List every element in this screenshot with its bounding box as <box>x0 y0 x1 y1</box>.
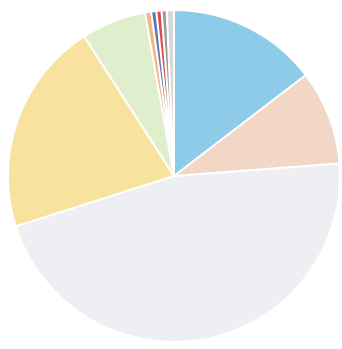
pie-slice-2 <box>170 73 341 178</box>
pie-slice-1 <box>173 8 308 179</box>
pie-slice-3 <box>14 162 341 343</box>
pie-slice-10 <box>165 8 175 177</box>
pie-slice-4 <box>7 35 176 228</box>
